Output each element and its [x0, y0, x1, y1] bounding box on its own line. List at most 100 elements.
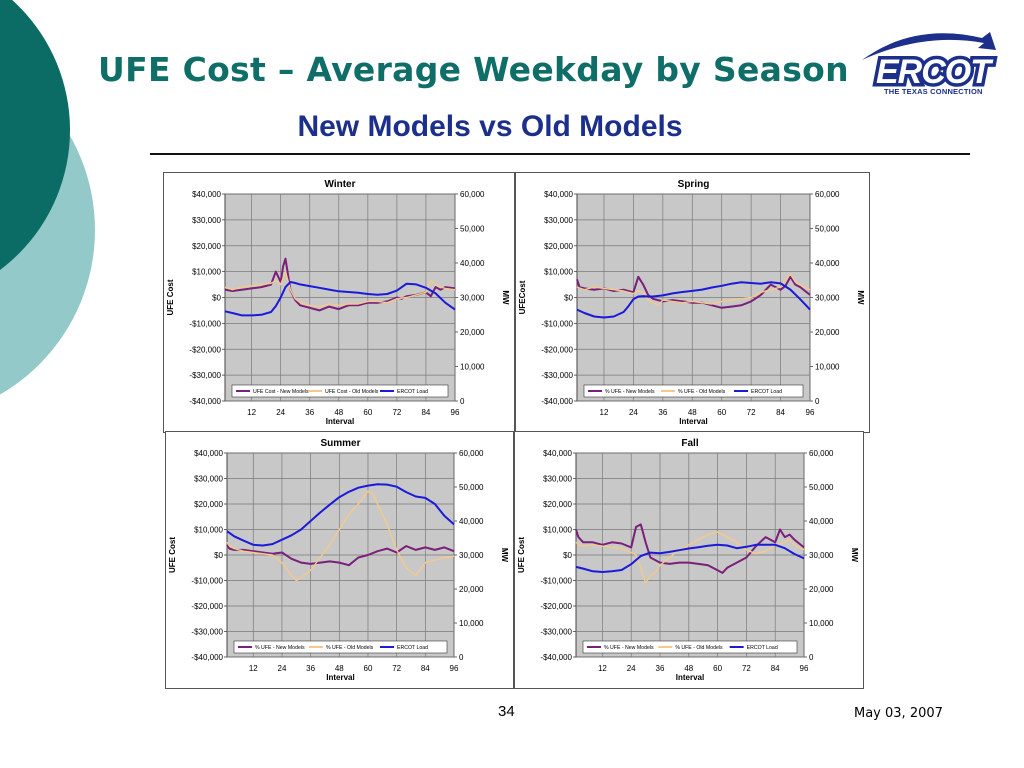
- y2-tick-label: 0: [815, 397, 820, 406]
- y-tick-label: $0: [212, 294, 221, 303]
- legend-label: % UFE - New Models: [255, 645, 305, 651]
- ercot-logo: ERCOT: [862, 32, 999, 95]
- legend-label: ERCOT Load: [397, 645, 428, 651]
- legend-label: % UFE - Old Models: [678, 389, 726, 395]
- title-divider: [150, 153, 970, 155]
- x-tick-label: 72: [742, 664, 751, 673]
- x-tick-label: 60: [364, 664, 373, 673]
- y-axis-label: UFE Cost: [166, 279, 175, 315]
- page-title: UFE Cost – Average Weekday by Season: [98, 50, 849, 89]
- legend-label: ERCOT Load: [751, 389, 782, 395]
- x-axis-label: Interval: [676, 673, 704, 682]
- y2-tick-label: 60,000: [809, 449, 834, 458]
- y-tick-label: -$20,000: [540, 602, 572, 611]
- y-tick-label: -$10,000: [189, 319, 221, 328]
- legend-label: % UFE - New Models: [605, 389, 655, 395]
- y2-tick-label: 30,000: [815, 294, 840, 303]
- chart-title: Spring: [678, 179, 710, 190]
- y2-tick-label: 10,000: [809, 619, 834, 628]
- chart-summer: Summer -$40,000 -$30,000 -$20,000 -$10,000 $0…: [165, 431, 514, 689]
- x-tick-label: 24: [627, 664, 636, 673]
- x-tick-label: 60: [363, 408, 372, 417]
- y2-axis-label: MW: [500, 548, 509, 563]
- y-tick-label: $30,000: [192, 216, 221, 225]
- y-tick-label: $20,000: [543, 500, 572, 509]
- y-tick-label: $20,000: [194, 500, 223, 509]
- y2-tick-label: 10,000: [815, 363, 840, 372]
- y-tick-label: -$20,000: [191, 602, 223, 611]
- y2-tick-label: 50,000: [459, 483, 484, 492]
- legend-box: [231, 384, 449, 398]
- y-tick-label: $40,000: [544, 190, 573, 199]
- x-tick-label: 60: [717, 408, 726, 417]
- y2-axis-label: MW: [501, 290, 510, 305]
- y2-tick-label: 50,000: [460, 225, 485, 234]
- legend-label: % UFE - Old Models: [675, 645, 723, 651]
- y-tick-label: -$40,000: [541, 397, 573, 406]
- x-tick-label: 84: [421, 408, 430, 417]
- y-tick-label: -$30,000: [191, 628, 223, 637]
- y2-tick-label: 0: [460, 397, 465, 406]
- x-tick-label: 96: [800, 664, 809, 673]
- chart-title: Fall: [681, 438, 698, 449]
- chart-svg-winter: Winter -$40,000 -$30,000 -$20,000 -$10,000 $0…: [163, 172, 515, 433]
- y2-tick-label: 30,000: [809, 551, 834, 560]
- x-tick-label: 48: [688, 408, 697, 417]
- y2-tick-label: 20,000: [459, 585, 484, 594]
- x-tick-label: 48: [335, 664, 344, 673]
- series-line-new-models: [226, 544, 455, 567]
- y-tick-label: -$20,000: [189, 345, 221, 354]
- footer-date: May 03, 2007: [854, 706, 943, 721]
- x-tick-label: 36: [656, 664, 665, 673]
- y-axis-label: UFECost: [518, 280, 527, 314]
- x-tick-label: 12: [600, 408, 609, 417]
- x-tick-label: 36: [305, 408, 314, 417]
- legend-label: % UFE - Old Models: [326, 645, 374, 651]
- chart-svg-spring: Spring -$40,000 -$30,000 -$20,000 -$10,000 $0…: [515, 172, 870, 433]
- y2-tick-label: 40,000: [809, 517, 834, 526]
- y2-tick-label: 10,000: [459, 619, 484, 628]
- x-tick-label: 12: [247, 408, 256, 417]
- legend-box: [233, 640, 448, 654]
- x-tick-label: 24: [629, 408, 638, 417]
- y2-axis-label: MW: [850, 548, 859, 563]
- y-tick-label: $30,000: [543, 475, 572, 484]
- y2-tick-label: 10,000: [460, 363, 485, 372]
- y-tick-label: $20,000: [192, 242, 221, 251]
- series-line-ercot-load: [226, 483, 455, 547]
- x-tick-label: 48: [334, 408, 343, 417]
- y-tick-label: $10,000: [543, 526, 572, 535]
- y-tick-label: $40,000: [192, 190, 221, 199]
- chart-fall: Fall -$40,000 -$30,000 -$20,000 -$10,000 $0 $1…: [514, 431, 864, 689]
- y2-tick-label: 20,000: [815, 328, 840, 337]
- logo-swoosh: [862, 32, 996, 60]
- x-tick-label: 72: [392, 408, 401, 417]
- y-tick-label: -$30,000: [189, 371, 221, 380]
- legend-label: ERCOT Load: [397, 389, 428, 395]
- x-tick-label: 12: [249, 664, 258, 673]
- y2-tick-label: 0: [809, 653, 814, 662]
- series-line-old-models: [575, 531, 805, 584]
- y-axis-label: UFE Cost: [168, 537, 177, 573]
- chart-svg-fall: Fall -$40,000 -$30,000 -$20,000 -$10,000 $0 $1…: [514, 431, 864, 689]
- y2-tick-label: 20,000: [809, 585, 834, 594]
- x-tick-label: 24: [278, 664, 287, 673]
- page-subtitle: New Models vs Old Models: [297, 110, 683, 143]
- y2-tick-label: 60,000: [815, 190, 840, 199]
- x-tick-label: 84: [421, 664, 430, 673]
- series-line-ercot-load: [576, 281, 811, 319]
- x-tick-label: 24: [276, 408, 285, 417]
- y-tick-label: $20,000: [544, 242, 573, 251]
- y2-tick-label: 60,000: [460, 190, 485, 199]
- series-line-new-models: [575, 523, 805, 574]
- series-line-old-models: [226, 490, 455, 582]
- y2-tick-label: 20,000: [460, 328, 485, 337]
- chart-winter: Winter -$40,000 -$30,000 -$20,000 -$10,000 $0…: [163, 172, 515, 433]
- y-tick-label: -$10,000: [541, 319, 573, 328]
- y-tick-label: $30,000: [544, 216, 573, 225]
- y-tick-label: -$10,000: [191, 577, 223, 586]
- chart-title: Summer: [320, 438, 360, 449]
- x-tick-label: 48: [684, 664, 693, 673]
- y2-tick-label: 0: [459, 653, 464, 662]
- y-tick-label: -$40,000: [540, 653, 572, 662]
